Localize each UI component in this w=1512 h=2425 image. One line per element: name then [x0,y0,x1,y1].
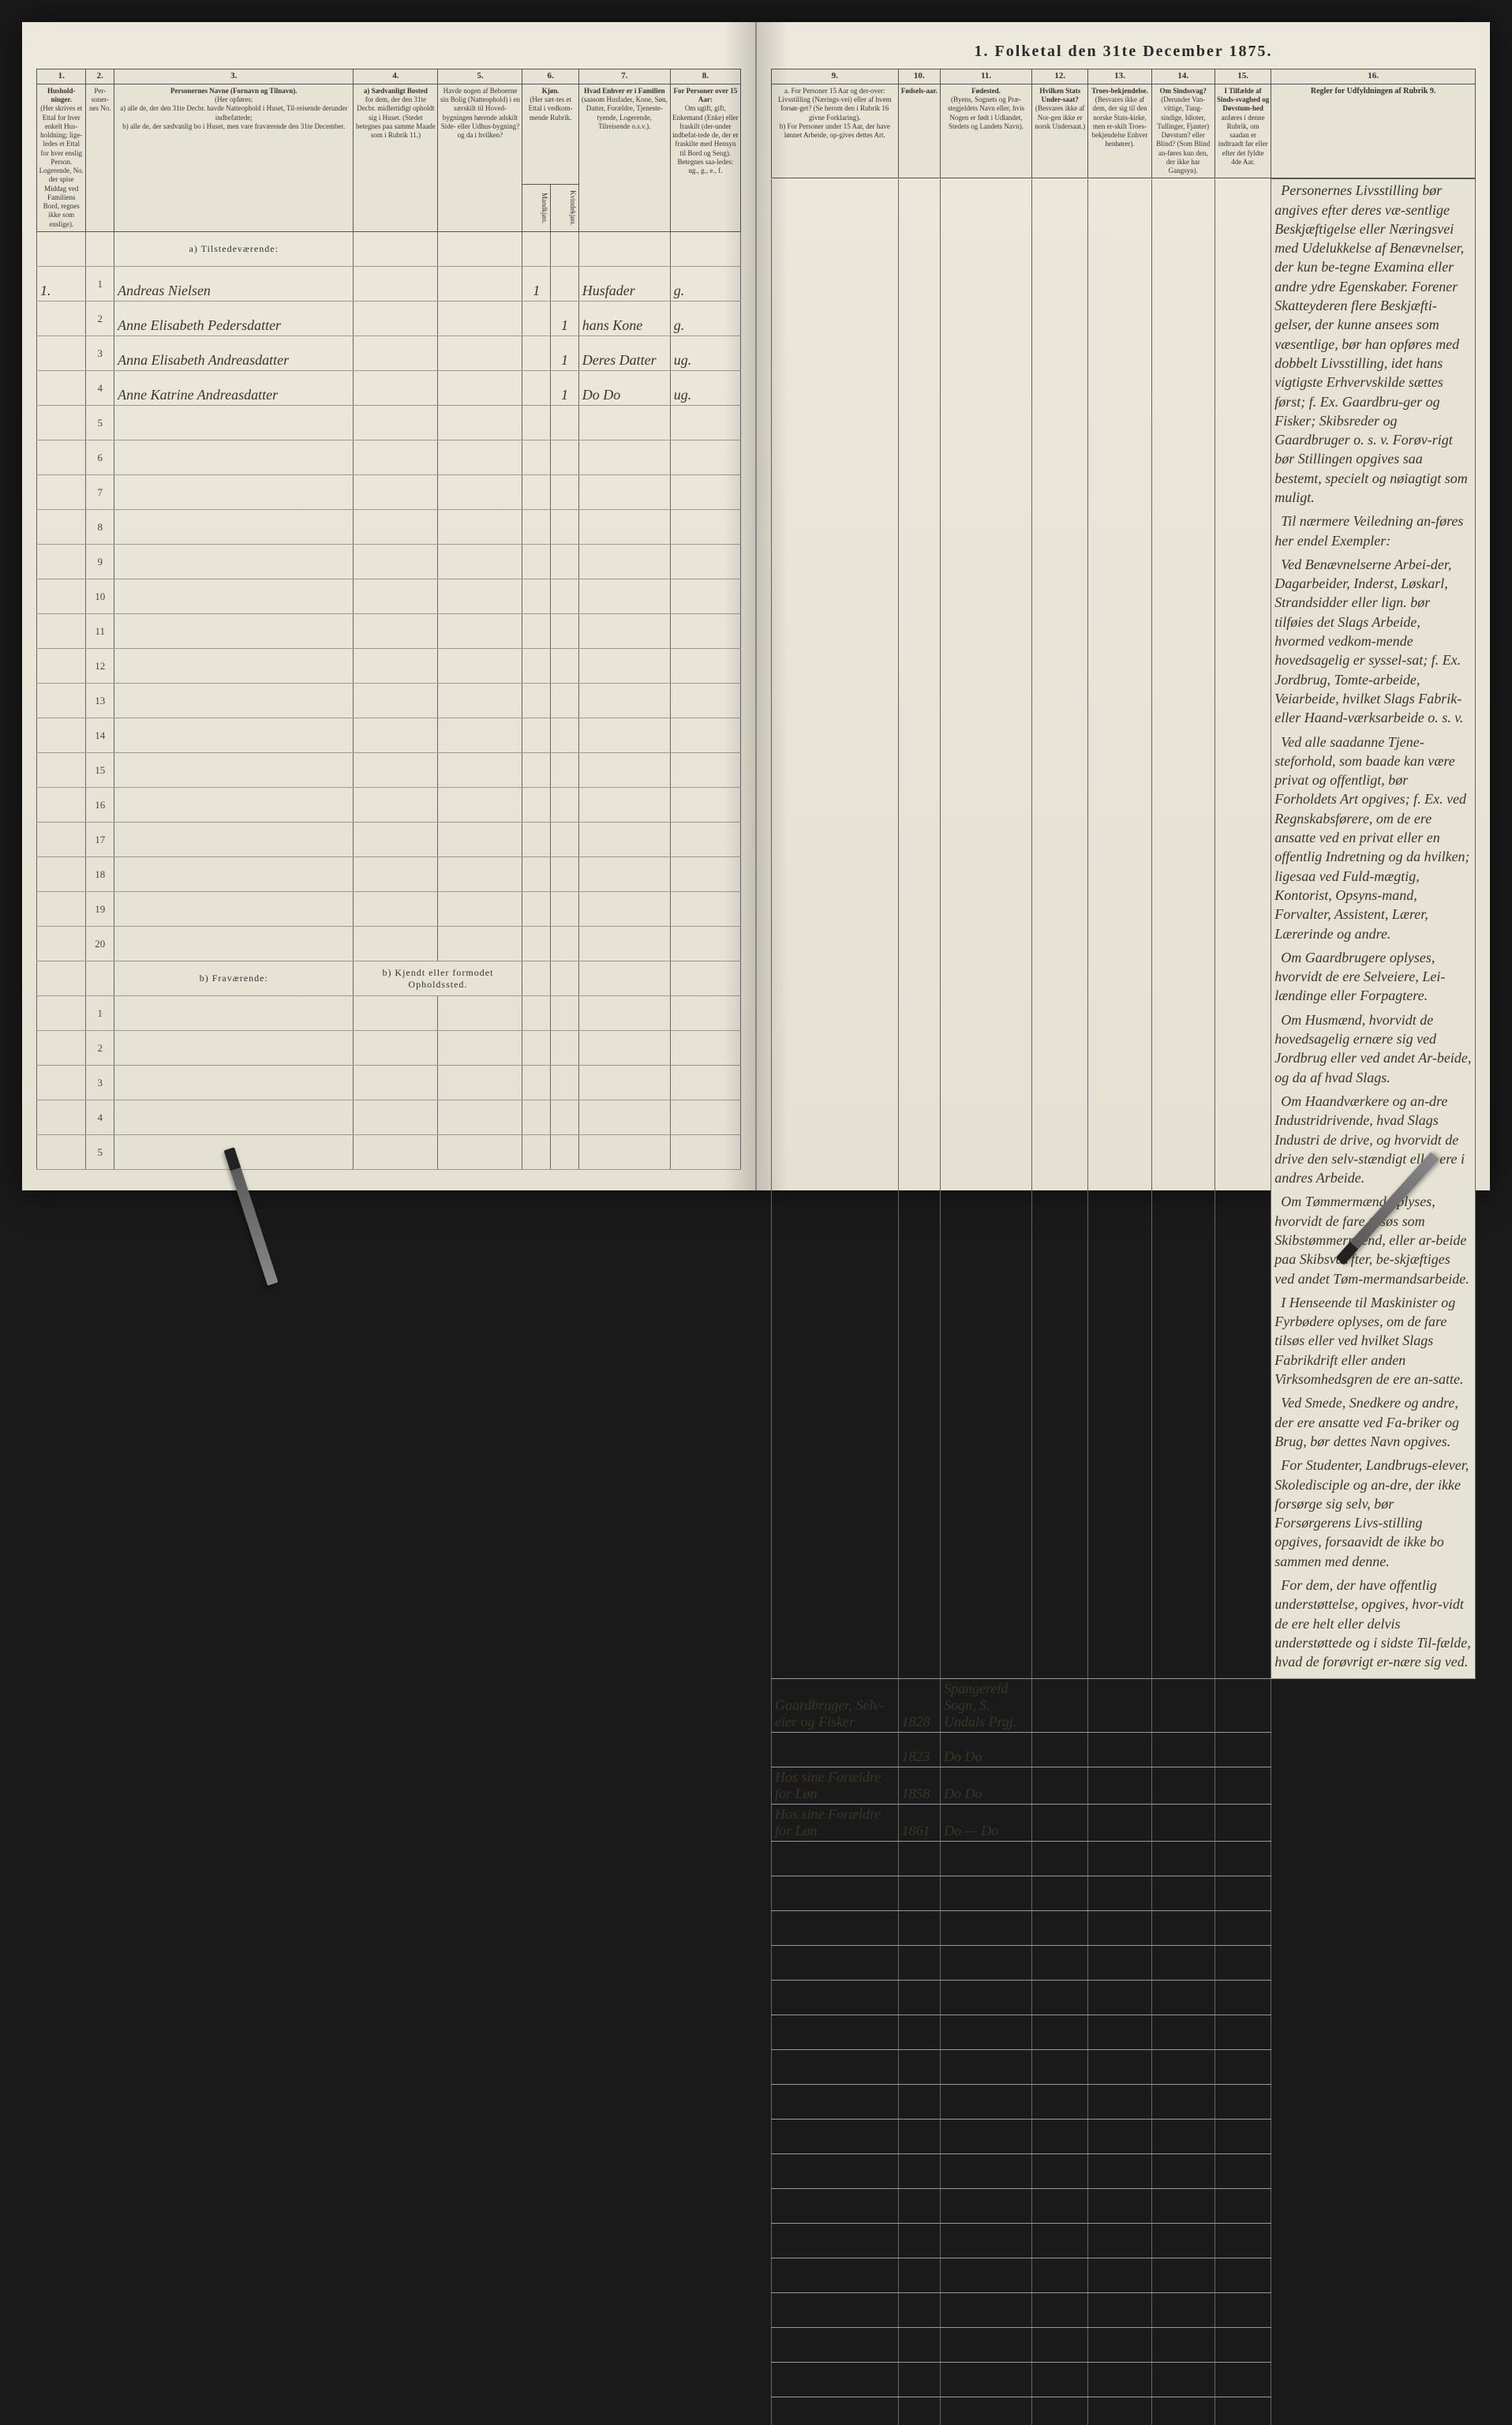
section-b-note: b) Kjendt eller formodet Opholdssted. [354,961,522,996]
table-row: 5 [37,1135,741,1170]
right-header-table: 9. 10. 11. 12. 13. 14. 15. 16. a. For Pe… [771,69,1476,178]
rh13: Troes-bekjendelse.(Besvares ikke af dem,… [1088,84,1151,178]
table-row: 4Anne Katrine Andreasdatter1Do Doug. [37,371,741,406]
section-a: a) Tilstedeværende: [114,232,354,267]
h6k: Kvindekjøn. [551,184,579,231]
colnum-4: 4. [354,69,438,84]
table-row [772,2188,1476,2223]
h3: Personernes Navne (Fornavn og Tilnavn).(… [114,84,354,231]
table-row [772,1910,1476,1945]
rh16: Regler for Udfyldningen af Rubrik 9. [1271,84,1476,178]
section-b: b) Fraværende: [114,961,354,996]
colnum-2: 2. [86,69,114,84]
table-row: 6 [37,440,741,475]
table-row [772,1945,1476,1980]
table-row: 14 [37,718,741,753]
table-row: 3Anna Elisabeth Andreasdatter1Deres Datt… [37,336,741,371]
h2: Per-soner-nes No. [86,84,114,231]
table-row [772,2362,1476,2397]
rcolnum-16: 16. [1271,69,1476,84]
table-row: 9 [37,545,741,579]
rh10: Fødsels-aar. [898,84,941,178]
rcolnum-13: 13. [1088,69,1151,84]
table-row [772,1841,1476,1876]
rh15: I Tilfælde af Sinds-svaghed og Døvstum-h… [1214,84,1271,178]
table-row: 5 [37,406,741,440]
table-row: 10 [37,579,741,614]
table-row: 15 [37,753,741,788]
table-row: 1 [37,996,741,1031]
left-header-table: 1. 2. 3. 4. 5. 6. 7. 8. Hushold-ninger.(… [36,69,741,232]
h5: Havde nogen af Beboerne sin Bolig (Natte… [438,84,522,231]
left-page: 1. 2. 3. 4. 5. 6. 7. 8. Hushold-ninger.(… [22,22,757,1190]
table-row: 12 [37,649,741,684]
table-row: 17 [37,823,741,857]
page-title: 1. Folketal den 31te December 1875. [771,38,1476,69]
table-row: 13 [37,684,741,718]
rcolnum-14: 14. [1151,69,1214,84]
table-row [772,2292,1476,2327]
rh14: Om Sindssvag?(Derunder Van-vittige, Tung… [1151,84,1214,178]
rh9: a. For Personer 15 Aar og der-over: Livs… [772,84,899,178]
table-row: 8 [37,510,741,545]
table-row: 18 [37,857,741,892]
table-row: 4 [37,1100,741,1135]
table-row [772,2258,1476,2292]
table-row: Hos sine Forældre for Løn1861Do — Do [772,1804,1476,1841]
table-row [772,2119,1476,2153]
colnum-7: 7. [578,69,670,84]
h4: a) Sædvanligt Bostedfor dem, der den 31t… [354,84,438,231]
table-row: 7 [37,475,741,510]
h7: Hvad Enhver er i Familien(saasom Husfade… [578,84,670,231]
census-ledger: 1. 2. 3. 4. 5. 6. 7. 8. Hushold-ninger.(… [22,22,1490,1190]
table-row [772,2015,1476,2049]
rcolnum-11: 11. [941,69,1032,84]
colnum-8: 8. [670,69,740,84]
table-row: 20 [37,927,741,961]
rcolnum-15: 15. [1214,69,1271,84]
rules-text: Personernes Livsstilling bør angives eft… [1271,179,1476,1678]
table-row: 3 [37,1066,741,1100]
table-row: 2 [37,1031,741,1066]
h8: For Personer over 15 Aar:Om ugift, gift,… [670,84,740,231]
table-row [772,2327,1476,2362]
table-row [772,2153,1476,2188]
table-row: 11 [37,614,741,649]
right-page: 1. Folketal den 31te December 1875. 9. 1… [757,22,1490,1190]
table-row [772,2397,1476,2425]
table-row [772,2223,1476,2258]
table-row [772,1980,1476,2015]
table-row: 2Anne Elisabeth Pedersdatter1hans Koneg. [37,302,741,336]
rcolnum-12: 12. [1032,69,1088,84]
left-body-table: a) Tilstedeværende: 1.1Andreas Nielsen1H… [36,232,741,1171]
rh11: Fødested.(Byens, Sognets og Præ-stegjeld… [941,84,1032,178]
table-row: 19 [37,892,741,927]
table-row: 16 [37,788,741,823]
h6m: Mandkjøn. [522,184,551,231]
table-row [772,2049,1476,2084]
table-row: 1.1Andreas Nielsen1Husfaderg. [37,267,741,302]
colnum-6: 6. [522,69,578,84]
table-row: Hos sine Forældre for Løn1858Do Do [772,1767,1476,1804]
right-body-table: Personernes Livsstilling bør angives eft… [771,178,1476,2425]
page-title-left [36,38,741,69]
table-row [772,2084,1476,2119]
table-row: Gaardbruger, Selv-eier og Fisker1828Span… [772,1678,1476,1732]
colnum-5: 5. [438,69,522,84]
colnum-1: 1. [37,69,86,84]
rh12: Hvilken Stats Under-saat?(Besvares ikke … [1032,84,1088,178]
colnum-3: 3. [114,69,354,84]
table-row: 1823Do Do [772,1732,1476,1767]
h6: Kjøn.(Her sæt-tes et Ettal i vedkom-mend… [522,84,578,184]
rcolnum-9: 9. [772,69,899,84]
rcolnum-10: 10. [898,69,941,84]
h1: Hushold-ninger.(Her skrives et Ettal for… [37,84,86,231]
table-row [772,1876,1476,1910]
